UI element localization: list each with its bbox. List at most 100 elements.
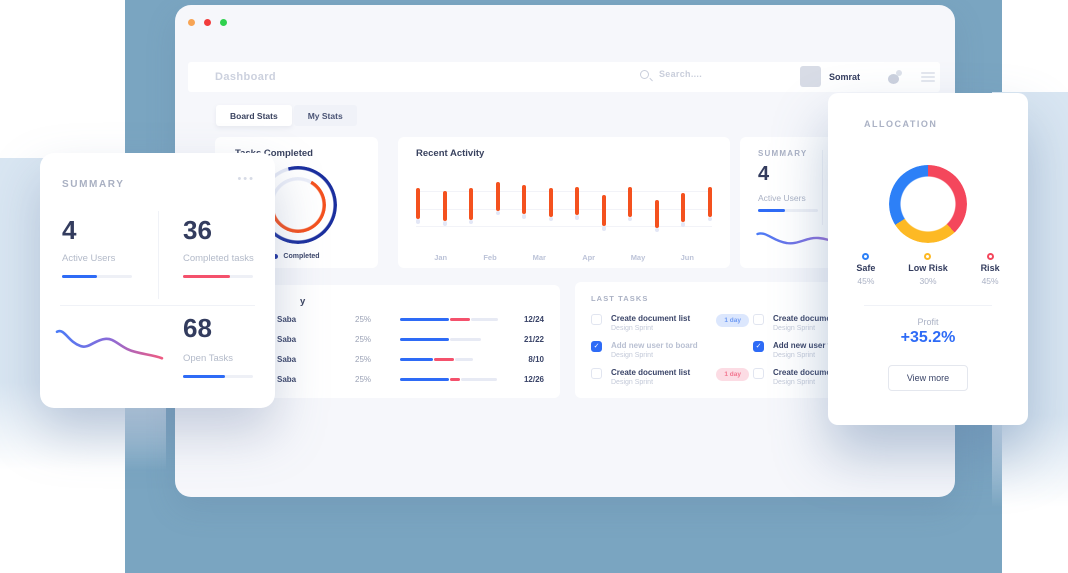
user-name[interactable]: Somrat — [829, 72, 861, 82]
task-title: Create document list — [773, 314, 853, 324]
legend-dot-completed — [273, 254, 279, 259]
task-item: Create document list Design Sprint 1 day — [591, 314, 749, 332]
task-title: Add new user to board — [773, 340, 860, 350]
task-item: Add new user to board Design Sprint — [753, 340, 934, 359]
last-tasks-column-2: Create document list Design Sprint Add n… — [753, 310, 934, 390]
due-badge: 1 day — [716, 367, 749, 381]
legend-label: Risk — [980, 263, 1000, 273]
trend-sparkline — [55, 329, 164, 360]
completed-tasks-value: 36 — [183, 215, 212, 245]
task-subtitle: Design Sprint — [773, 325, 816, 333]
member-percent: 25% — [355, 355, 372, 365]
search-icon — [640, 69, 649, 79]
task-title: Create document list — [773, 367, 853, 377]
view-more-button[interactable]: View more — [888, 365, 968, 391]
page-title: Dashboard — [215, 71, 277, 83]
task-title: Add new user to board — [611, 340, 698, 350]
tab-board-stats[interactable]: Board Stats — [216, 105, 292, 126]
last-tasks-title: LAST TASKS — [591, 294, 649, 303]
legend-dot-risk — [986, 253, 994, 260]
close-traffic-light[interactable] — [204, 19, 211, 26]
task-subtitle: Design Sprint — [773, 351, 816, 359]
notifications-icon[interactable] — [888, 70, 904, 84]
task-checkbox[interactable] — [753, 314, 764, 326]
legend-item-risk: Risk 45% — [981, 253, 1000, 286]
maximize-traffic-light[interactable] — [220, 19, 227, 26]
active-users-progress — [758, 209, 818, 212]
allocation-title: ALLOCATION — [864, 119, 938, 129]
avatar[interactable] — [800, 66, 821, 87]
table-row[interactable]: Saba 25% 8/10 — [215, 355, 560, 364]
last-tasks-column-1: Create document list Design Sprint 1 day… — [591, 310, 749, 390]
divider — [60, 305, 255, 306]
table-row[interactable]: Saba 25% 12/26 — [215, 375, 560, 384]
menu-icon[interactable] — [921, 72, 935, 82]
member-name: Saba — [277, 314, 297, 324]
member-progress — [400, 317, 498, 321]
member-percent: 25% — [355, 375, 372, 385]
profit-label: Profit — [917, 317, 939, 327]
open-tasks-progress — [183, 375, 253, 378]
activity-bar-chart — [416, 171, 712, 237]
member-progress — [400, 358, 498, 362]
active-users-label: Active Users — [758, 193, 806, 203]
allocation-card: ALLOCATION Safe 45% Low Risk 30% Risk 45… — [828, 93, 1028, 425]
task-item: Create document list Design Sprint 1 day — [591, 367, 749, 386]
open-tasks-value: 68 — [183, 313, 212, 343]
task-item: Add new user to board Design Sprint — [591, 340, 749, 359]
member-date: 12/24 — [523, 314, 544, 324]
tab-my-stats[interactable]: My Stats — [293, 105, 357, 126]
member-name: Saba — [277, 355, 297, 365]
completed-tasks-progress — [183, 275, 253, 278]
month-label: May — [630, 253, 646, 262]
task-checkbox[interactable] — [753, 367, 764, 379]
allocation-legend: Safe 45% Low Risk 30% Risk 45% — [840, 253, 1016, 286]
recent-activity-title: Recent Activity — [416, 148, 485, 159]
activity-bar — [575, 171, 580, 237]
active-users-progress — [62, 275, 132, 278]
summary-title: SUMMARY — [62, 179, 125, 190]
active-users-label: Active Users — [62, 253, 116, 264]
recent-activity-card: Recent Activity Jan Feb — [398, 137, 730, 268]
activity-bar — [522, 171, 527, 237]
member-name: Saba — [277, 375, 297, 385]
month-label: Jan — [434, 253, 448, 262]
legend-label-completed: Completed — [283, 253, 320, 260]
month-label: Mar — [532, 253, 546, 262]
minimize-traffic-light[interactable] — [188, 19, 195, 26]
active-users-value: 4 — [758, 163, 770, 185]
task-checkbox[interactable] — [591, 367, 602, 379]
task-item: Create document list Design Sprint — [753, 314, 934, 332]
table-row[interactable]: Saba 25% 12/24 — [215, 315, 560, 324]
gridline — [416, 226, 712, 228]
tasks-donut-legend: Completed — [215, 253, 378, 260]
table-row[interactable]: Saba 25% 21/22 — [215, 335, 560, 344]
legend-item-safe: Safe 45% — [856, 253, 875, 286]
search-placeholder: Search.... — [659, 69, 703, 79]
member-percent: 25% — [355, 334, 372, 344]
member-progress — [400, 337, 498, 341]
search-input[interactable]: Search.... — [640, 69, 702, 79]
more-options-icon[interactable] — [237, 173, 255, 185]
task-checkbox-checked[interactable] — [591, 340, 602, 352]
gridline — [416, 190, 712, 192]
member-progress — [400, 378, 498, 382]
task-subtitle: Design Sprint — [611, 325, 654, 333]
task-title: Create document list — [611, 314, 691, 324]
legend-label: Low Risk — [908, 263, 948, 273]
topbar: Dashboard Search.... Somrat — [188, 62, 940, 92]
stats-tabs: Board Stats My Stats — [216, 105, 357, 126]
table-rows: Saba 25% 12/24 Saba 25% 21/22 Saba 25% 8… — [215, 309, 560, 390]
task-checkbox-checked[interactable] — [753, 340, 764, 352]
legend-value: 30% — [919, 276, 937, 286]
allocation-donut — [889, 165, 967, 243]
month-label: Feb — [483, 253, 497, 262]
task-checkbox[interactable] — [591, 314, 602, 326]
legend-dot-low-risk — [924, 253, 932, 260]
legend-label: Safe — [856, 263, 876, 273]
activity-bar — [548, 171, 553, 237]
divider — [158, 211, 159, 299]
member-date: 12/26 — [523, 375, 544, 385]
legend-item-low-risk: Low Risk 30% — [908, 253, 948, 286]
summary-card: SUMMARY 4 Active Users 36 Completed task… — [40, 153, 275, 408]
